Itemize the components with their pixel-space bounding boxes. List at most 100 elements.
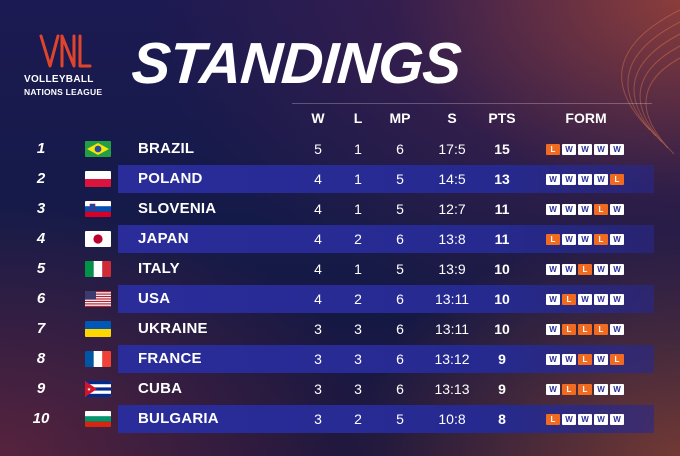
page-title: STANDINGS [129,31,463,96]
losses: 2 [354,231,362,247]
form-result: W [594,174,608,185]
team-name: CUBA [138,380,183,397]
column-header-w: W [311,110,325,126]
form-result: L [546,414,560,425]
logo-line-1: VOLLEYBALL [24,74,94,85]
vnl-logo: VOLLEYBALL NATIONS LEAGUE [24,30,124,110]
form-result: W [610,414,624,425]
points: 15 [494,141,510,157]
points: 11 [494,201,510,217]
table-row: 8 FRANCE 3 3 6 13:12 9 W W L W L [28,344,654,374]
wins: 4 [314,171,322,187]
rank: 4 [36,230,46,247]
form-result: W [594,264,608,275]
sets: 13:12 [434,351,470,367]
form-result: W [594,294,608,305]
form-result: W [578,144,592,155]
column-header-form: FORM [565,110,607,126]
form-result: W [562,414,576,425]
sets: 13:8 [438,231,466,247]
form-result: L [562,294,576,305]
form-result: L [546,234,560,245]
japan-flag-icon [85,231,111,247]
table-row: 1 BRAZIL 5 1 6 17:5 15 L W W W W [28,134,654,164]
team-name: JAPAN [138,230,189,247]
table-row: 4 JAPAN 4 2 6 13:8 11 L W W L W [28,224,654,254]
form-result: W [546,204,560,215]
team-name: FRANCE [138,350,202,367]
points: 13 [494,171,510,187]
table-row: 5 ITALY 4 1 5 13:9 10 W W L W W [28,254,654,284]
losses: 1 [354,261,362,277]
rank: 3 [36,200,46,217]
form-result: L [578,354,592,365]
team-name: ITALY [138,260,180,277]
wins: 4 [314,291,322,307]
poland-flag-icon [85,171,111,187]
rank: 9 [36,380,46,397]
matches-played: 6 [396,351,404,367]
table-row: 3 SLOVENIA 4 1 5 12:7 11 W W W L W [28,194,654,224]
wins: 5 [314,141,322,157]
sets: 13:11 [435,291,469,307]
sets: 13:13 [434,381,470,397]
sets: 13:9 [438,261,466,277]
losses: 2 [354,291,362,307]
sets: 10:8 [438,411,466,427]
form-result: W [578,414,592,425]
points: 9 [498,351,506,367]
form-result: W [578,174,592,185]
slovenia-flag-icon [85,201,111,217]
form-result: W [610,204,624,215]
team-name: POLAND [138,170,203,187]
wins: 4 [314,231,322,247]
logo-line-2: NATIONS LEAGUE [24,87,103,97]
form-result: L [594,234,608,245]
form-result: W [562,354,576,365]
rank: 5 [36,260,46,277]
team-name: UKRAINE [138,320,208,337]
usa-flag-icon [85,291,111,307]
form-result: W [594,384,608,395]
form-result: W [562,144,576,155]
form-result: W [594,414,608,425]
table-row: 7 UKRAINE 3 3 6 13:11 10 W L L L W [28,314,654,344]
form-result: W [562,204,576,215]
form-result: L [610,174,624,185]
wins: 4 [314,201,322,217]
form-result: W [546,324,560,335]
losses: 1 [354,201,362,217]
rank: 1 [36,140,46,157]
rank: 2 [36,170,46,187]
form-result: W [546,354,560,365]
form-result: W [578,204,592,215]
form-result: W [546,174,560,185]
wins: 4 [314,261,322,277]
team-name: USA [138,290,171,307]
losses: 2 [354,411,362,427]
form-result: W [578,234,592,245]
column-header-pts: PTS [488,110,516,126]
matches-played: 5 [396,171,404,187]
form-result: L [578,264,592,275]
table-row: 6 USA 4 2 6 13:11 10 W L W W W [28,284,654,314]
form-result: W [562,174,576,185]
matches-played: 6 [396,141,404,157]
losses: 3 [354,351,362,367]
sets: 17:5 [438,141,466,157]
losses: 1 [354,171,362,187]
italy-flag-icon [85,261,111,277]
form-result: W [610,384,624,395]
wins: 3 [314,351,322,367]
form-result: W [546,264,560,275]
losses: 3 [354,381,362,397]
form-result: W [610,294,624,305]
points: 9 [498,381,506,397]
form-result: L [594,204,608,215]
